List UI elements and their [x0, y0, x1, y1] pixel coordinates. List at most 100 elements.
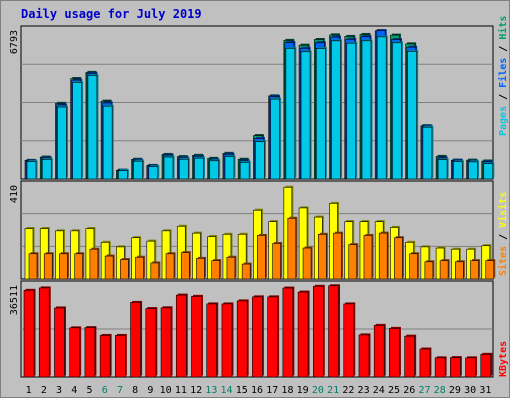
kbytes-bar: [419, 348, 431, 378]
kbytes-bar: [206, 303, 218, 378]
sites-bar: [135, 256, 144, 280]
day-label-weekend: 21: [327, 385, 339, 396]
day-label-weekend: 7: [117, 385, 123, 396]
legend-panel-1: Pages / Files / Hits: [497, 16, 509, 136]
kbytes-bar: [221, 303, 233, 378]
legend-separator: /: [498, 228, 509, 246]
pages-bar: [133, 160, 143, 180]
sites-bar: [28, 253, 38, 280]
sites-bar: [150, 262, 160, 280]
kbytes-bar: [297, 291, 309, 378]
day-label: 1: [26, 385, 32, 396]
day-label: 3: [56, 385, 62, 396]
day-label: 24: [373, 385, 385, 396]
sites-bar: [196, 258, 205, 280]
pages-bar: [392, 42, 402, 180]
day-label: 15: [236, 385, 248, 396]
sites-bar: [363, 235, 373, 280]
pages-bar: [270, 98, 280, 180]
sites-bar: [272, 243, 281, 280]
sites-bar: [455, 261, 464, 280]
day-label: 9: [147, 385, 153, 396]
kbytes-bar: [99, 335, 111, 378]
pages-bar: [118, 170, 128, 180]
kbytes-bar: [130, 302, 141, 378]
pages-bar: [224, 156, 235, 180]
y-max-label-2: 410: [9, 185, 20, 203]
sites-bar: [378, 232, 388, 280]
pages-bar: [422, 126, 433, 180]
day-label: 26: [403, 385, 415, 396]
y-max-label-3: 36511: [9, 285, 20, 315]
chart-title: Daily usage for July 2019: [21, 7, 202, 21]
kbytes-bar: [160, 307, 172, 378]
day-label: 31: [479, 385, 491, 396]
sites-bar: [165, 253, 175, 280]
pages-bar: [255, 141, 265, 180]
day-label: 30: [464, 385, 476, 396]
day-label: 17: [266, 385, 278, 396]
day-label-weekend: 20: [312, 385, 324, 396]
day-label: 5: [87, 385, 93, 396]
kbytes-bar: [38, 287, 50, 378]
pages-bar: [331, 40, 341, 180]
legend-kbytes: KBytes: [498, 341, 509, 377]
sites-bar: [89, 248, 99, 280]
day-label-weekend: 28: [434, 385, 446, 396]
kbytes-bar: [389, 328, 400, 378]
kbytes-bar: [236, 300, 248, 378]
kbytes-bar: [175, 294, 187, 378]
sites-bar: [287, 217, 297, 280]
sites-bar: [74, 253, 83, 280]
sites-bar: [226, 256, 236, 280]
sites-bar: [180, 252, 190, 280]
day-label: 19: [297, 385, 309, 396]
sites-bar: [439, 260, 449, 280]
kbytes-bar: [69, 327, 80, 378]
sites-bar: [470, 260, 479, 280]
pages-bar: [72, 82, 82, 180]
sites-bar: [333, 232, 342, 280]
pages-bar: [239, 162, 250, 180]
pages-bar: [209, 160, 220, 180]
day-label: 12: [190, 385, 202, 396]
day-label: 23: [358, 385, 370, 396]
day-label-weekend: 14: [221, 385, 233, 396]
sites-bar: [59, 253, 68, 280]
kbytes-bar: [145, 308, 157, 378]
kbytes-bar: [450, 357, 461, 378]
pages-bar: [346, 42, 357, 180]
pages-bar: [57, 106, 67, 180]
pages-bar: [102, 105, 113, 180]
legend-pages: Pages: [498, 106, 509, 136]
kbytes-bar: [328, 285, 339, 378]
pages-bar: [26, 161, 37, 180]
legend-visits: Visits: [497, 192, 509, 228]
legend-files: Files: [497, 58, 509, 88]
sites-bar: [394, 237, 403, 280]
day-label: 11: [175, 385, 187, 396]
sites-bar: [302, 247, 312, 280]
kbytes-bar: [84, 327, 96, 378]
pages-bar: [407, 51, 417, 180]
kbytes-bar: [267, 296, 278, 378]
pages-bar: [285, 47, 296, 180]
legend-panel-2: Sites / Visits: [497, 192, 509, 276]
pages-bar: [315, 48, 326, 180]
day-label: 25: [388, 385, 400, 396]
day-label: 29: [449, 385, 461, 396]
day-label: 22: [342, 385, 354, 396]
pages-bar: [376, 36, 387, 180]
day-label: 18: [281, 385, 293, 396]
kbytes-bar: [404, 335, 415, 378]
sites-bar: [104, 255, 114, 280]
sites-bar: [241, 263, 251, 280]
kbytes-bar: [465, 357, 476, 378]
legend-sites: Sites: [497, 246, 509, 276]
legend-hits: Hits: [497, 16, 509, 40]
pages-bar: [178, 158, 189, 180]
y-max-label-1: 6793: [9, 30, 20, 54]
day-label: 2: [41, 385, 47, 396]
pages-bar: [300, 51, 311, 180]
kbytes-bar: [358, 334, 370, 378]
